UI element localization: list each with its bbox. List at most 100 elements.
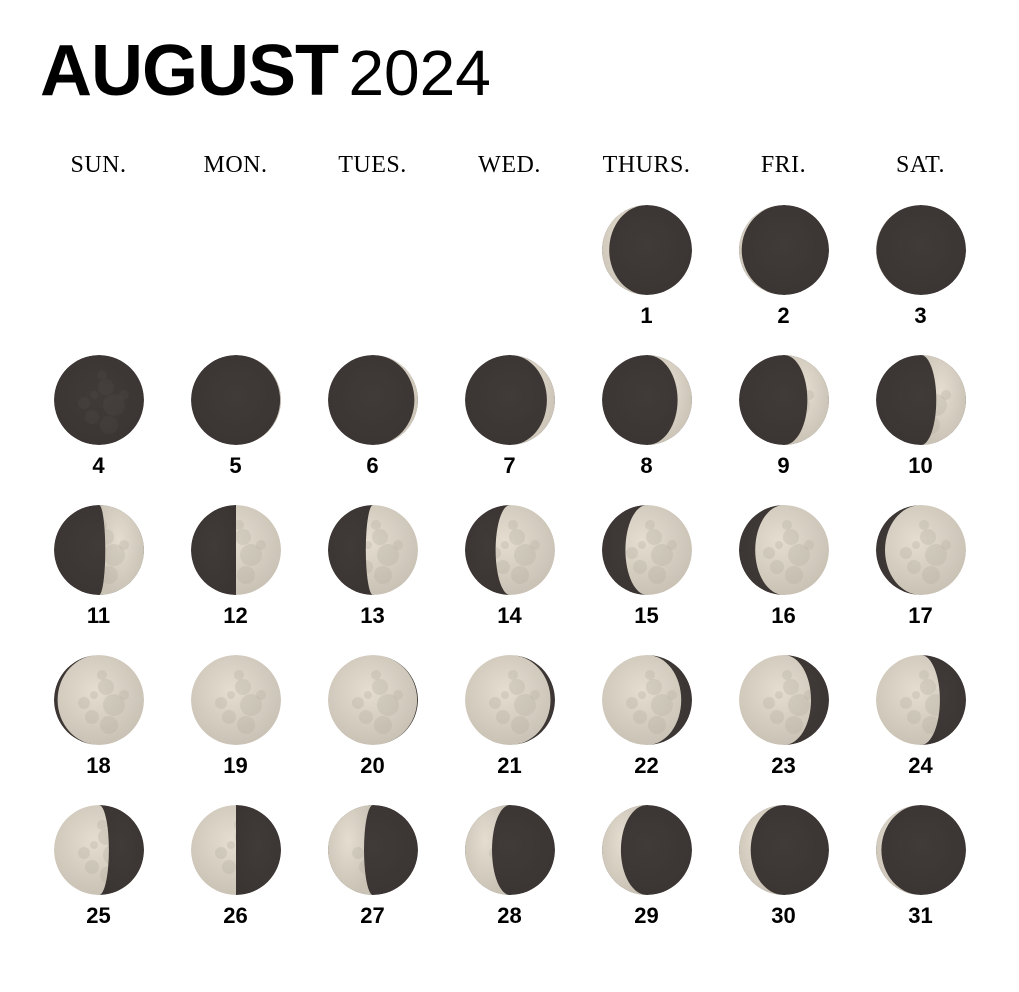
moon-phase-icon [191, 505, 281, 595]
calendar-cell: 1 [578, 197, 715, 347]
calendar-cell: 5 [167, 347, 304, 497]
day-number: 23 [771, 753, 795, 779]
calendar-cell: 7 [441, 347, 578, 497]
moon-phase-icon [465, 805, 555, 895]
calendar-cell: 9 [715, 347, 852, 497]
day-number: 30 [771, 903, 795, 929]
moon-phase-icon [739, 205, 829, 295]
calendar-cell: 28 [441, 797, 578, 947]
calendar-cell: 2 [715, 197, 852, 347]
day-number: 2 [777, 303, 789, 329]
moon-phase-icon [876, 505, 966, 595]
day-number: 24 [908, 753, 932, 779]
dow-mon: MON. [167, 142, 304, 197]
moon-phase-icon [602, 205, 692, 295]
calendar-cell: 4 [30, 347, 167, 497]
moon-phase-icon [191, 655, 281, 745]
moon-phase-icon [739, 805, 829, 895]
day-number: 13 [360, 603, 384, 629]
dow-wed: WED. [441, 142, 578, 197]
day-number: 28 [497, 903, 521, 929]
dow-tues: TUES. [304, 142, 441, 197]
moon-phase-icon [465, 655, 555, 745]
calendar-cell: 19 [167, 647, 304, 797]
moon-phase-icon [876, 655, 966, 745]
calendar-cell: 20 [304, 647, 441, 797]
day-number: 3 [914, 303, 926, 329]
calendar-cell-empty [30, 197, 167, 347]
calendar-cell: 3 [852, 197, 989, 347]
calendar-cell: 18 [30, 647, 167, 797]
moon-phase-icon [191, 805, 281, 895]
calendar-cell: 24 [852, 647, 989, 797]
day-number: 12 [223, 603, 247, 629]
day-number: 18 [86, 753, 110, 779]
moon-phase-icon [465, 505, 555, 595]
calendar-cell: 30 [715, 797, 852, 947]
calendar-cell-empty [167, 197, 304, 347]
day-number: 9 [777, 453, 789, 479]
day-number: 26 [223, 903, 247, 929]
day-number: 11 [87, 603, 110, 629]
calendar-cell: 31 [852, 797, 989, 947]
day-number: 17 [908, 603, 932, 629]
dow-thurs: THURS. [578, 142, 715, 197]
calendar-cell: 27 [304, 797, 441, 947]
calendar-cell: 17 [852, 497, 989, 647]
day-number: 5 [229, 453, 241, 479]
day-number: 29 [634, 903, 658, 929]
day-number: 7 [503, 453, 515, 479]
calendar-grid: SUN. MON. TUES. WED. THURS. FRI. SAT. 1 [30, 142, 989, 947]
title-year: 2024 [348, 37, 490, 109]
calendar-cell-empty [441, 197, 578, 347]
day-number: 16 [771, 603, 795, 629]
calendar-cell: 21 [441, 647, 578, 797]
moon-phase-icon [328, 355, 418, 445]
day-number: 4 [92, 453, 104, 479]
day-number: 6 [366, 453, 378, 479]
moon-phase-icon [739, 655, 829, 745]
dow-sun: SUN. [30, 142, 167, 197]
moon-phase-icon [602, 355, 692, 445]
dow-sat: SAT. [852, 142, 989, 197]
moon-phase-icon [54, 505, 144, 595]
moon-phase-icon [602, 655, 692, 745]
calendar-cell: 14 [441, 497, 578, 647]
moon-phase-icon [739, 505, 829, 595]
calendar-cell: 16 [715, 497, 852, 647]
day-number: 21 [497, 753, 521, 779]
calendar-cell: 15 [578, 497, 715, 647]
day-number: 14 [497, 603, 521, 629]
moon-phase-icon [54, 805, 144, 895]
day-number: 25 [86, 903, 110, 929]
day-number: 31 [908, 903, 932, 929]
moon-phase-icon [191, 355, 281, 445]
moon-phase-icon [602, 505, 692, 595]
moon-phase-icon [876, 355, 966, 445]
moon-phase-icon [876, 205, 966, 295]
moon-phase-icon [465, 355, 555, 445]
moon-phase-icon [739, 355, 829, 445]
day-number: 19 [223, 753, 247, 779]
calendar-cell: 10 [852, 347, 989, 497]
calendar-cell-empty [304, 197, 441, 347]
moon-phase-icon [54, 655, 144, 745]
calendar-cell: 26 [167, 797, 304, 947]
day-number: 8 [640, 453, 652, 479]
moon-phase-icon [328, 805, 418, 895]
calendar-cell: 29 [578, 797, 715, 947]
day-number: 27 [360, 903, 384, 929]
calendar-cell: 12 [167, 497, 304, 647]
day-number: 15 [634, 603, 658, 629]
calendar-cell: 8 [578, 347, 715, 497]
calendar-cell: 6 [304, 347, 441, 497]
moon-phase-icon [602, 805, 692, 895]
calendar-title: AUGUST 2024 [40, 30, 989, 112]
day-number: 10 [908, 453, 932, 479]
moon-phase-icon [876, 805, 966, 895]
dow-fri: FRI. [715, 142, 852, 197]
moon-phase-icon [54, 355, 144, 445]
moon-phase-icon [328, 505, 418, 595]
title-month: AUGUST [40, 31, 338, 111]
calendar-cell: 13 [304, 497, 441, 647]
